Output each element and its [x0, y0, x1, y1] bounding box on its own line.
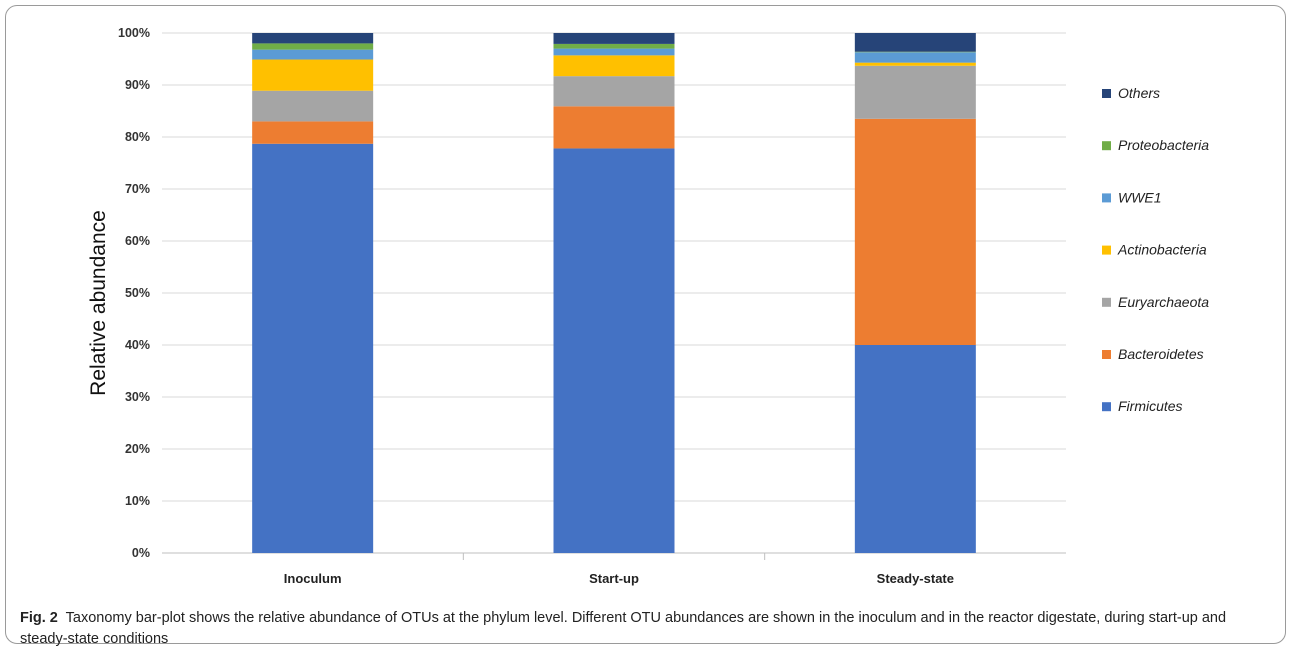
caption-label: Fig. 2 — [20, 610, 58, 626]
bar-segment — [553, 33, 675, 44]
bar-segment — [854, 51, 976, 53]
bar-segment — [252, 49, 374, 60]
y-axis-tick-labels: 0% 10% 20% 30% 40% 50% 60% 70% 80% 90% 100% — [118, 26, 150, 560]
bar-segment — [854, 33, 976, 52]
bar-segment — [854, 345, 976, 553]
legend: Others Proteobacteria WWE1 Actinobacteria Eu… — [1102, 85, 1209, 414]
bar-segment — [252, 59, 374, 91]
y-tick-label: 50% — [125, 286, 150, 300]
bars — [252, 33, 976, 553]
bar-segment — [252, 43, 374, 50]
bar-segment — [553, 76, 675, 107]
bar-segment — [553, 43, 675, 49]
bar-segment — [252, 143, 374, 553]
legend-label: Others — [1118, 85, 1160, 101]
y-tick-label: 80% — [125, 130, 150, 144]
x-axis-category-labels: Inoculum Start-up Steady-state — [284, 571, 954, 586]
legend-label: Actinobacteria — [1117, 242, 1207, 258]
bar-segment — [252, 90, 374, 122]
x-category-label: Inoculum — [284, 571, 342, 586]
caption-text: Taxonomy bar-plot shows the relative abu… — [20, 610, 1227, 647]
legend-swatch — [1102, 245, 1111, 255]
legend-label: Euryarchaeota — [1118, 294, 1209, 310]
y-tick-label: 20% — [125, 442, 150, 456]
y-tick-label: 90% — [125, 78, 150, 92]
legend-swatch — [1102, 297, 1111, 307]
legend-swatch — [1102, 193, 1111, 203]
y-tick-label: 30% — [125, 390, 150, 404]
y-tick-label: 70% — [125, 182, 150, 196]
legend-swatch — [1102, 89, 1111, 98]
legend-swatch — [1102, 141, 1111, 151]
bar-segment — [553, 148, 675, 553]
legend-label: WWE1 — [1118, 189, 1162, 205]
bar-segment — [854, 62, 976, 66]
bar-segment — [553, 48, 675, 56]
legend-swatch — [1102, 350, 1111, 359]
bar-segment — [252, 33, 374, 44]
bar-segment — [252, 121, 374, 144]
figure-caption: Fig. 2 Taxonomy bar-plot shows the relat… — [20, 608, 1270, 650]
y-axis-title: Relative abundance — [87, 210, 110, 396]
legend-swatch — [1102, 402, 1111, 412]
legend-label: Bacteroidetes — [1118, 346, 1204, 362]
bar-segment — [854, 118, 976, 345]
y-tick-label: 40% — [125, 338, 150, 352]
bar-segment — [553, 55, 675, 77]
stacked-bar-chart: 0% 10% 20% 30% 40% 50% 60% 70% 80% 90% 100% Inocul… — [87, 26, 1209, 586]
bar-segment — [854, 52, 976, 63]
x-category-label: Steady-state — [877, 571, 954, 586]
y-tick-label: 60% — [125, 234, 150, 248]
legend-label: Proteobacteria — [1118, 137, 1209, 153]
y-tick-label: 0% — [132, 546, 150, 560]
y-tick-label: 100% — [118, 26, 150, 40]
y-tick-label: 10% — [125, 494, 150, 508]
bar-segment — [854, 65, 976, 119]
legend-label: Firmicutes — [1118, 398, 1183, 414]
x-category-label: Start-up — [589, 571, 639, 586]
bar-segment — [553, 106, 675, 149]
